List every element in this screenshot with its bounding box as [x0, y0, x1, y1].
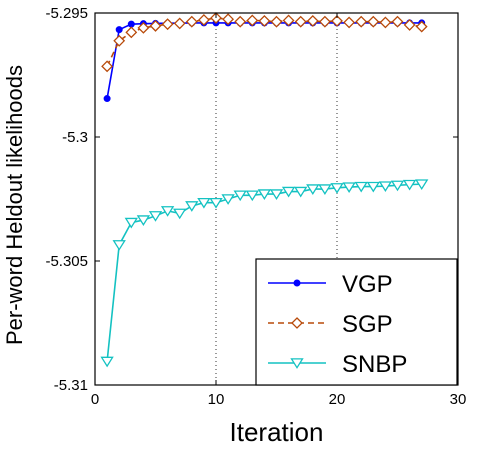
series-snbp: [100, 179, 429, 368]
data-point-snbp: [269, 189, 284, 200]
legend: VGP SGP SNBP: [255, 258, 458, 386]
legend-item-sgp: SGP: [268, 311, 393, 338]
legend-label-snbp: SNBP: [342, 351, 407, 378]
data-point-snbp: [136, 215, 151, 226]
data-point-sgp: [222, 13, 235, 26]
x-tick-label: 10: [208, 391, 225, 408]
data-point-snbp: [185, 201, 199, 212]
data-point-sgp: [379, 16, 392, 29]
data-point-vgp: [127, 20, 135, 28]
data-point-sgp: [113, 34, 126, 47]
data-point-sgp: [294, 15, 307, 28]
data-point-snbp: [366, 181, 380, 193]
data-point-snbp: [124, 217, 138, 229]
data-point-sgp: [173, 17, 186, 30]
x-tick-label: 20: [329, 391, 346, 408]
data-point-sgp: [258, 15, 271, 27]
data-point-sgp: [282, 14, 295, 27]
data-point-snbp: [354, 181, 368, 193]
data-point-snbp: [197, 197, 211, 209]
x-axis-title: Iteration: [230, 417, 324, 447]
legend-marker-snbp: [290, 358, 304, 369]
legend-item-vgp: VGP: [268, 271, 393, 298]
data-point-snbp: [306, 184, 320, 195]
data-point-snbp: [112, 240, 126, 251]
data-point-vgp: [103, 95, 111, 103]
legend-marker-sgp: [291, 317, 303, 329]
series-sgp: [101, 12, 428, 73]
data-point-snbp: [221, 194, 235, 205]
data-point-sgp: [185, 15, 198, 28]
data-point-snbp: [209, 197, 223, 209]
data-point-sgp: [270, 15, 283, 28]
y-axis-title: Per-word Heldout likelihoods: [2, 65, 27, 345]
data-point-snbp: [294, 186, 308, 198]
data-point-sgp: [234, 15, 247, 28]
legend-marker-vgp: [293, 279, 301, 287]
legend-label-sgp: SGP: [342, 311, 393, 338]
data-point-sgp: [391, 15, 404, 28]
y-tick-label: -5.3: [62, 129, 88, 146]
series-vgp: [103, 19, 426, 103]
data-point-sgp: [101, 60, 114, 73]
data-point-sgp: [246, 14, 259, 27]
data-point-snbp: [318, 184, 332, 195]
x-tick-label: 30: [450, 391, 467, 408]
data-point-vgp: [115, 26, 123, 34]
data-point-snbp: [415, 179, 429, 191]
data-point-sgp: [197, 14, 210, 26]
data-point-snbp: [281, 186, 296, 198]
data-point-sgp: [367, 15, 380, 28]
legend-label-vgp: VGP: [342, 271, 393, 298]
y-tick-label: -5.295: [45, 5, 88, 22]
axis-ticks: 0 10 20 30 -5.31 -5.305 -5.3 -5.295: [45, 5, 466, 408]
data-point-snbp: [342, 182, 356, 193]
data-point-snbp: [100, 356, 114, 368]
legend-box: [255, 258, 458, 386]
data-point-snbp: [402, 179, 417, 191]
data-point-sgp: [331, 15, 343, 27]
data-point-snbp: [390, 180, 405, 192]
data-point-sgp: [403, 18, 416, 31]
data-point-snbp: [160, 206, 175, 217]
data-point-sgp: [161, 18, 174, 31]
x-tick-label: 0: [91, 391, 99, 408]
data-point-snbp: [233, 190, 247, 202]
data-point-sgp: [125, 26, 138, 39]
y-tick-label: -5.31: [54, 377, 88, 394]
y-tick-label: -5.305: [45, 253, 88, 270]
data-point-sgp: [149, 19, 162, 32]
data-point-snbp: [245, 190, 259, 202]
legend-item-snbp: SNBP: [268, 351, 407, 378]
series-line-vgp: [106, 22, 422, 99]
data-point-sgp: [137, 21, 150, 34]
data-point-snbp: [330, 183, 344, 194]
data-point-snbp: [173, 208, 187, 220]
data-point-snbp: [378, 181, 393, 193]
data-point-sgp: [318, 15, 331, 28]
data-point-snbp: [148, 211, 163, 222]
data-point-sgp: [415, 20, 428, 33]
data-point-snbp: [257, 189, 272, 200]
data-point-sgp: [306, 15, 319, 27]
series-layer: [100, 12, 429, 368]
data-point-sgp: [343, 16, 356, 29]
data-point-sgp: [355, 15, 368, 28]
